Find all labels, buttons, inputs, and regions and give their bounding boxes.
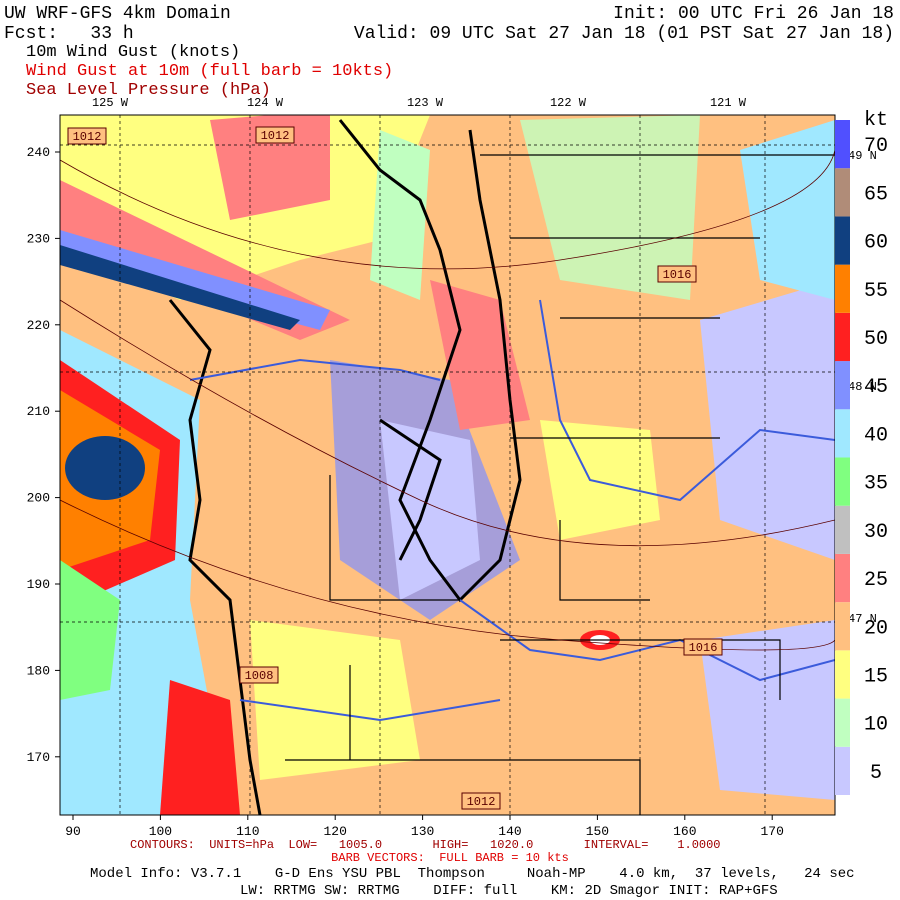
header-left: Fcst: 33 h (4, 24, 134, 44)
y-tick-label: 190 (27, 577, 50, 592)
isobar-box (657, 265, 697, 283)
colorbar-label: 35 (864, 473, 888, 496)
colorbar-swatch (835, 120, 850, 169)
field-label: Sea Level Pressure (hPa) (26, 81, 271, 100)
x-tick-label: 90 (65, 824, 81, 839)
colorbar-swatch (835, 168, 850, 217)
y-tick-label: 210 (27, 404, 50, 419)
header-right: Valid: 09 UTC Sat 27 Jan 18 (01 PST Sat … (354, 24, 894, 44)
colorbar-swatch (835, 312, 850, 362)
colorbar-label: 30 (864, 521, 888, 544)
y-tick-label: 220 (27, 318, 50, 333)
map-field (60, 115, 835, 815)
y-tick-label: 240 (27, 145, 50, 160)
header-right: Init: 00 UTC Fri 26 Jan 18 (613, 4, 894, 24)
lat-label: 49 N (848, 149, 877, 163)
isobar-box (67, 127, 107, 145)
colorbar-swatch (835, 698, 850, 747)
colorbar-swatch (835, 361, 850, 410)
colorbar-swatch (835, 409, 850, 458)
colorbar-label: 40 (864, 424, 888, 447)
colorbar-swatch (835, 457, 850, 506)
lon-label: 123 W (407, 96, 444, 110)
isobar-box (255, 126, 295, 144)
isobar-box (461, 792, 501, 810)
colorbar-label: 25 (864, 569, 888, 592)
barb-info: BARB VECTORS: FULL BARB = 10 kts (331, 851, 569, 865)
x-tick-label: 140 (498, 824, 521, 839)
colorbar-swatch (835, 505, 850, 554)
colorbar-swatch (835, 216, 850, 265)
colorbar-label: 70 (864, 135, 888, 158)
lon-label: 124 W (247, 96, 284, 110)
colorbar-swatch (835, 602, 850, 651)
colorbar-label: 45 (864, 376, 888, 399)
colorbar-label: 60 (864, 232, 888, 255)
colorbar-swatch (835, 746, 850, 795)
field-label: Wind Gust at 10m (full barb = 10kts) (26, 62, 393, 81)
model-info: Model Info: V3.7.1 G-D Ens YSU PBL Thomp… (90, 866, 855, 882)
x-tick-label: 130 (411, 824, 434, 839)
lat-label: 48 N (848, 380, 877, 394)
colorbar-swatch (835, 264, 850, 313)
colorbar-label: 50 (864, 328, 888, 351)
colorbar-label: 65 (864, 183, 888, 206)
colorbar-label: 20 (864, 617, 888, 640)
x-tick-label: 160 (673, 824, 696, 839)
colorbar-label: 5 (870, 762, 882, 785)
y-tick-label: 200 (27, 491, 50, 506)
colorbar-swatch (835, 650, 850, 699)
lon-label: 121 W (710, 96, 747, 110)
colorbar-unit: kt (864, 109, 888, 132)
contour-info: CONTOURS: UNITS=hPa LOW= 1005.0 HIGH= 10… (130, 838, 721, 852)
model-info: LW: RRTMG SW: RRTMG DIFF: full KM: 2D Sm… (240, 883, 778, 899)
isobar-label: 1012 (73, 130, 102, 144)
isobar-label: 1016 (689, 641, 718, 655)
isobar-label: 1012 (467, 795, 496, 809)
colorbar-label: 15 (864, 665, 888, 688)
y-tick-label: 230 (27, 231, 50, 246)
lat-label: 47 N (848, 612, 877, 626)
isobar-label: 1012 (261, 129, 290, 143)
field-label: 10m Wind Gust (knots) (26, 43, 240, 62)
isobar-label: 1016 (663, 268, 692, 282)
colorbar-label: 55 (864, 280, 888, 303)
colorbar-swatch (835, 553, 850, 603)
x-tick-label: 110 (236, 824, 259, 839)
lon-label: 125 W (92, 96, 129, 110)
y-tick-label: 170 (27, 750, 50, 765)
x-tick-label: 100 (149, 824, 172, 839)
isobar-box (239, 666, 279, 684)
colorbar-label: 10 (864, 714, 888, 737)
header-left: UW WRF-GFS 4km Domain (4, 4, 231, 24)
y-tick-label: 180 (27, 663, 50, 678)
x-tick-label: 150 (586, 824, 609, 839)
lon-label: 122 W (550, 96, 587, 110)
x-tick-label: 120 (323, 824, 346, 839)
x-tick-label: 170 (760, 824, 783, 839)
isobar-label: 1008 (245, 669, 274, 683)
isobar-box (683, 638, 723, 656)
